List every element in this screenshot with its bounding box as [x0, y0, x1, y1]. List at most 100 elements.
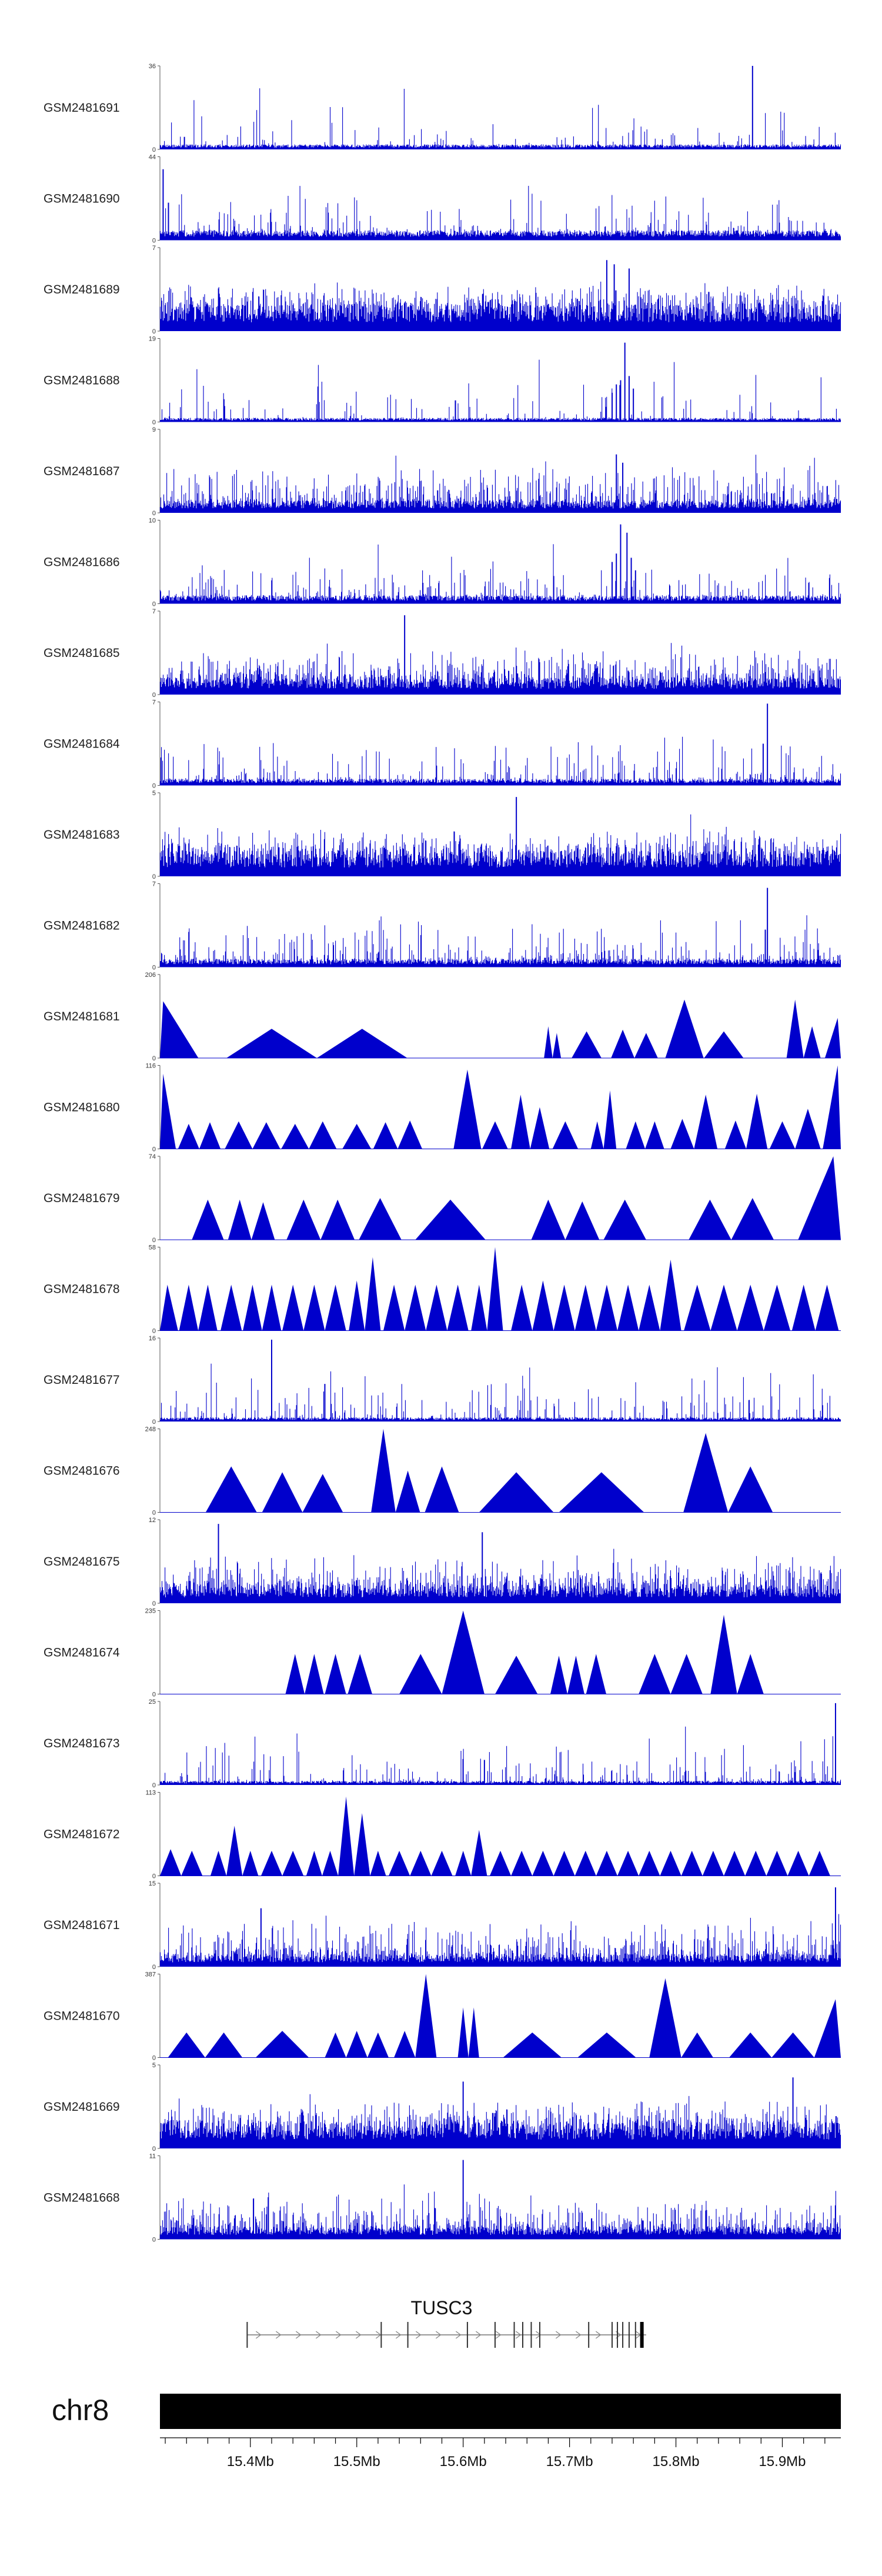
y-min-label: 0: [152, 1600, 156, 1607]
coverage-peak: [286, 1199, 321, 1240]
coverage-peak: [479, 1472, 554, 1513]
gene-exon: [539, 2322, 540, 2348]
track-GSM2481669: GSM2481669 5 0: [44, 2062, 841, 2153]
y-max-label: 5: [152, 790, 156, 797]
y-min-label: 0: [152, 2145, 156, 2153]
coverage-bars: [159, 1726, 841, 1785]
coverage-peak: [634, 1033, 658, 1058]
coverage-peak: [808, 1850, 830, 1876]
coverage-bars: [159, 2184, 841, 2240]
gene-exon: [407, 2322, 409, 2348]
coverage-peak: [342, 1123, 372, 1149]
gene-exon: [588, 2322, 590, 2348]
strand-arrow-icon: [455, 2331, 462, 2339]
coverage-peak: [431, 1850, 453, 1876]
track-GSM2481683: GSM2481683 5 0: [44, 790, 841, 880]
coverage-peak: [617, 1850, 639, 1876]
y-max-label: 11: [149, 2153, 156, 2160]
chromosome-band: [160, 2394, 841, 2429]
coverage-peak: [367, 2032, 389, 2058]
coverage-peak: [373, 1122, 398, 1149]
gene-name-label: TUSC3: [411, 2297, 473, 2318]
coverage-peak: [745, 1850, 767, 1876]
y-min-label: 0: [152, 238, 156, 245]
genome-axis-tick-label: 15.5Mb: [333, 2454, 380, 2470]
track-GSM2481690: GSM2481690 44 0: [44, 154, 841, 245]
y-min-label: 0: [152, 1964, 156, 1971]
coverage-peak: [325, 1654, 346, 1694]
gene-exon: [380, 2322, 382, 2348]
track-label: GSM2481680: [44, 1101, 120, 1115]
coverage-peak: [567, 1656, 584, 1694]
track-GSM2481677: GSM2481677 16 0: [44, 1335, 841, 1426]
y-max-label: 7: [152, 699, 156, 706]
gene-exon: [530, 2322, 532, 2348]
strand-arrow-icon: [435, 2331, 442, 2339]
y-min-label: 0: [152, 783, 156, 790]
coverage-peak: [769, 1121, 796, 1149]
coverage-peak: [645, 1121, 664, 1149]
y-min-label: 0: [152, 1782, 156, 1789]
coverage-bars: [159, 186, 841, 241]
coverage-peak: [681, 2032, 713, 2058]
coverage-bars: [159, 544, 841, 604]
coverage-peak: [471, 1284, 487, 1331]
coverage-bars: [159, 736, 841, 786]
coverage-peak: [260, 1850, 283, 1876]
coverage-peak: [495, 1656, 538, 1694]
coverage-peak: [728, 1466, 773, 1513]
coverage-peak: [544, 1026, 553, 1058]
track-label: GSM2481677: [44, 1373, 120, 1387]
coverage-peak: [302, 1474, 343, 1513]
coverage-peak: [192, 1199, 224, 1240]
coverage-peak: [397, 1120, 422, 1149]
coverage-peak: [410, 1850, 432, 1876]
coverage-peak: [684, 1284, 711, 1331]
track-GSM2481688: GSM2481688 19 0: [44, 336, 841, 426]
y-max-label: 7: [152, 245, 156, 252]
y-min-label: 0: [152, 1237, 156, 1244]
coverage-peak: [359, 1198, 402, 1240]
track-label: GSM2481673: [44, 1737, 120, 1750]
coverage-peak: [281, 1123, 309, 1149]
coverage-peak: [210, 1850, 227, 1876]
track-label: GSM2481672: [44, 1828, 120, 1841]
coverage-peak: [724, 1120, 746, 1149]
coverage-bars: [159, 643, 841, 695]
strand-arrow-icon: [395, 2331, 402, 2339]
genome-axis: 15.4Mb 15.5Mb 15.6Mb 15.7Mb 15.8Mb 15.9Mb: [160, 2437, 841, 2470]
gene-exon: [634, 2322, 636, 2348]
track-GSM2481684: GSM2481684 7 0: [44, 699, 841, 790]
coverage-peak: [306, 1850, 322, 1876]
y-min-label: 0: [152, 965, 156, 972]
strand-arrow-icon: [315, 2331, 322, 2339]
coverage-peak: [205, 2032, 243, 2058]
coverage-baseline: [160, 148, 841, 149]
coverage-peak: [787, 1850, 809, 1876]
coverage-peak: [370, 1850, 386, 1876]
coverage-peak: [395, 1470, 420, 1513]
y-max-label: 44: [149, 154, 156, 161]
coverage-peak: [737, 1284, 764, 1331]
track-label: GSM2481681: [44, 1010, 120, 1023]
track-GSM2481682: GSM2481682 7 0: [44, 881, 841, 972]
coverage-peak: [262, 1284, 282, 1331]
coverage-peak: [349, 1280, 365, 1331]
coverage-peak: [303, 1284, 325, 1331]
coverage-baseline: [160, 783, 841, 786]
track-GSM2481673: GSM2481673 25 0: [44, 1699, 841, 1789]
strand-arrow-icon: [575, 2331, 582, 2339]
coverage-bars: [159, 1549, 841, 1603]
strand-arrow-icon: [535, 2331, 542, 2339]
coverage-baseline: [160, 236, 841, 241]
y-max-label: 10: [149, 518, 156, 525]
coverage-peak: [255, 2031, 309, 2058]
track-GSM2481671: GSM2481671 15 0: [44, 1880, 841, 1971]
coverage-peak: [226, 1029, 317, 1058]
genome-axis-tick-label: 15.4Mb: [227, 2454, 274, 2470]
coverage-peak: [763, 1284, 791, 1331]
y-min-label: 0: [152, 1055, 156, 1062]
y-min-label: 0: [152, 873, 156, 880]
coverage-peak: [178, 1123, 199, 1149]
coverage-peak: [532, 1850, 554, 1876]
